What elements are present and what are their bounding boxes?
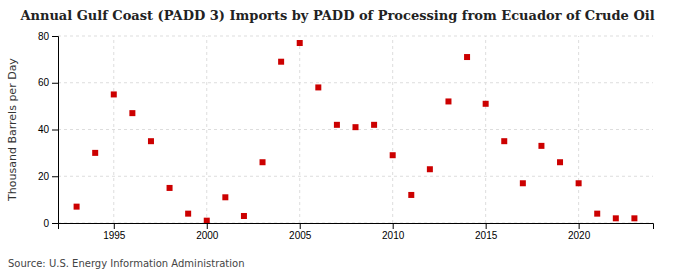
tick-label: 0 — [43, 218, 49, 229]
tick-mark — [52, 223, 58, 224]
point — [167, 185, 173, 191]
tick-label: 2005 — [289, 230, 312, 241]
point — [334, 122, 340, 128]
point — [483, 101, 489, 107]
tick-mark — [52, 83, 58, 84]
tick-label: 20 — [38, 171, 50, 182]
tick-label: 2000 — [196, 230, 219, 241]
tick: 1995 — [103, 223, 126, 241]
tick-label: 2010 — [382, 230, 405, 241]
point — [631, 215, 637, 221]
tick-mark — [579, 223, 580, 229]
tick-label: 2015 — [475, 230, 498, 241]
point — [557, 159, 563, 165]
title: Annual Gulf Coast (PADD 3) Imports by PA… — [19, 8, 654, 23]
tick-mark — [207, 223, 208, 229]
tick: 40 — [38, 124, 58, 135]
point — [613, 215, 619, 221]
tick-mark — [52, 36, 58, 37]
chart: Annual Gulf Coast (PADD 3) Imports by PA… — [0, 0, 675, 275]
tick-mark — [300, 223, 301, 229]
tick-mark — [486, 223, 487, 229]
point — [222, 194, 228, 200]
point — [501, 138, 507, 144]
y-axis-label: Thousand Barrels per Day — [6, 58, 19, 202]
point — [241, 213, 247, 219]
point — [520, 180, 526, 186]
grid-line — [578, 36, 579, 223]
tick-label: 80 — [38, 31, 50, 42]
y-axis: 0 20 40 60 80 — [38, 31, 59, 229]
grid-line — [58, 36, 653, 37]
grid-line — [58, 82, 653, 83]
x-axis: 1995 2000 2005 2010 2015 2020 — [59, 223, 654, 241]
point — [464, 54, 470, 60]
tick: 2005 — [289, 223, 312, 241]
tick-label: 2020 — [568, 230, 591, 241]
point — [185, 211, 191, 217]
point — [278, 59, 284, 65]
tick-label: 60 — [38, 77, 50, 88]
grid — [58, 36, 653, 223]
tick: 0 — [43, 218, 58, 229]
annotation: Source: U.S. Energy Information Administ… — [8, 258, 245, 269]
points — [74, 40, 638, 223]
tick-mark — [52, 176, 58, 177]
point — [260, 159, 266, 165]
tick-mark — [114, 223, 115, 229]
tick-label: 40 — [38, 124, 50, 135]
tick: 2020 — [568, 223, 591, 241]
tick-mark — [52, 130, 58, 131]
axis-line — [52, 37, 59, 224]
tick-label: 1995 — [103, 230, 126, 241]
point — [576, 180, 582, 186]
point — [408, 192, 414, 198]
point — [111, 91, 117, 97]
point — [129, 110, 135, 116]
point — [427, 166, 433, 172]
point — [74, 204, 80, 210]
grid-line — [206, 36, 207, 223]
tick: 2000 — [196, 223, 219, 241]
tick-mark — [393, 223, 394, 229]
axis-line — [59, 224, 654, 230]
grid-line — [58, 176, 653, 177]
tick: 60 — [38, 77, 58, 88]
tick: 2010 — [382, 223, 405, 241]
tick: 80 — [38, 31, 58, 42]
point — [148, 138, 154, 144]
point — [445, 98, 451, 104]
point — [297, 40, 303, 46]
point — [594, 211, 600, 217]
point — [371, 122, 377, 128]
tick: 2015 — [475, 223, 498, 241]
point — [353, 124, 359, 130]
point — [538, 143, 544, 149]
point — [92, 150, 98, 156]
point — [315, 84, 321, 90]
tick: 20 — [38, 171, 58, 182]
grid-line — [392, 36, 393, 223]
point — [204, 218, 210, 223]
point — [390, 152, 396, 158]
